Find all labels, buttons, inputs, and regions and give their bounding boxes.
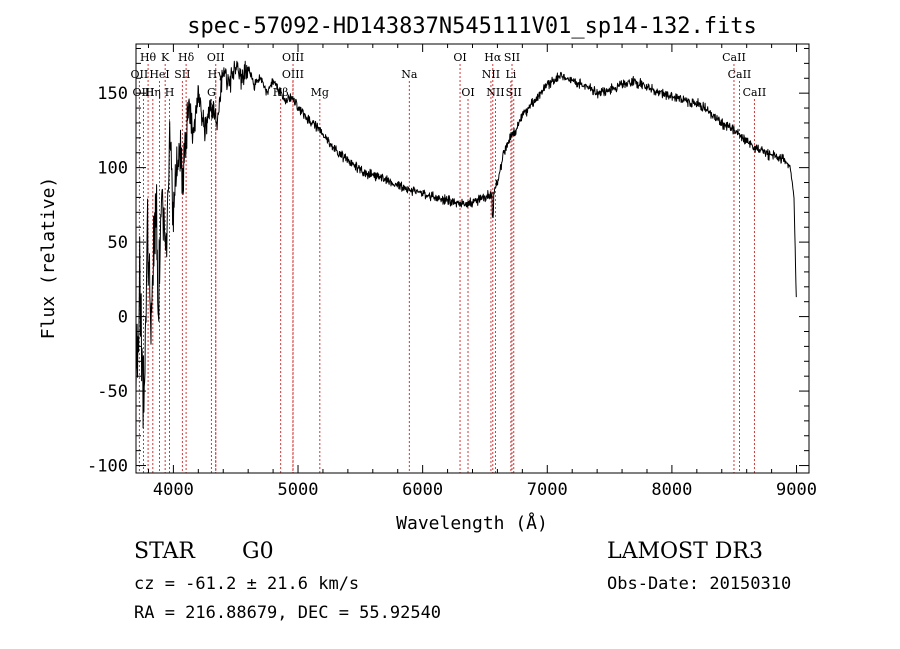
y-tick-label: 100 [97, 159, 128, 179]
line-marker-label: Hγ [208, 68, 225, 81]
spectrum-line [135, 60, 797, 429]
line-marker-label: G [207, 86, 216, 99]
line-marker-label: Hθ [140, 51, 157, 64]
y-tick-label: -100 [87, 457, 128, 477]
axes: 4000 5000 6000 7000 8000 9000 -100 -50 0 50 100 150 [87, 44, 817, 500]
y-tick-label: 0 [118, 308, 128, 328]
object-class: STAR [134, 539, 195, 564]
line-marker-label: NII [482, 68, 500, 81]
line-marker-label: OII [207, 51, 225, 64]
line-marker-label: CaII [743, 86, 767, 99]
x-tick-label: 6000 [402, 480, 443, 500]
chart-title: spec-57092-HD143837N545111V01_sp14-132.f… [187, 14, 757, 39]
x-tick-label: 4000 [153, 480, 194, 500]
series-layer [135, 60, 797, 429]
y-axis-label: Flux (relative) [38, 177, 59, 340]
line-marker-label: Hδ [178, 51, 195, 64]
line-marker-label: NII [486, 86, 504, 99]
y-tick-label: 50 [108, 233, 128, 253]
line-marker-label: OIII [282, 68, 304, 81]
x-tick-label: 7000 [527, 480, 568, 500]
line-marker-label: Li [505, 68, 516, 81]
line-marker-label: CaII [728, 68, 752, 81]
survey-name: LAMOST DR3 [607, 539, 763, 564]
line-markers [138, 64, 755, 473]
line-marker-label: Hη [145, 86, 161, 99]
line-marker-label: Mg [311, 86, 329, 99]
line-marker-label: Na [401, 68, 418, 81]
y-tick-label: -50 [97, 382, 128, 402]
line-marker-label: OIII [282, 51, 304, 64]
line-marker-label: SII [506, 86, 522, 99]
line-marker-label: SII [504, 51, 520, 64]
x-tick-label: 9000 [776, 480, 817, 500]
line-marker-label: HeI [149, 68, 169, 81]
line-marker-label: OIII [132, 86, 154, 99]
line-marker-label: OII [131, 68, 149, 81]
x-tick-label: 8000 [651, 480, 692, 500]
coordinates-readout: RA = 216.88679, DEC = 55.92540 [134, 603, 442, 623]
redshift-readout: cz = -61.2 ± 21.6 km/s [134, 574, 360, 594]
x-tick-label: 5000 [278, 480, 319, 500]
line-marker-label: K [161, 51, 170, 64]
line-marker-label: OI [461, 86, 474, 99]
y-tick-label: 150 [97, 84, 128, 104]
line-marker-label: SII [174, 68, 190, 81]
line-marker-label: CaII [722, 51, 746, 64]
spectral-subclass: G0 [242, 539, 274, 564]
line-marker-label: H [165, 86, 175, 99]
line-marker-label: OI [453, 51, 466, 64]
observation-date: Obs-Date: 20150310 [607, 574, 792, 594]
line-marker-label: Hα [484, 51, 502, 64]
x-axis-label: Wavelength (Å) [396, 512, 548, 534]
